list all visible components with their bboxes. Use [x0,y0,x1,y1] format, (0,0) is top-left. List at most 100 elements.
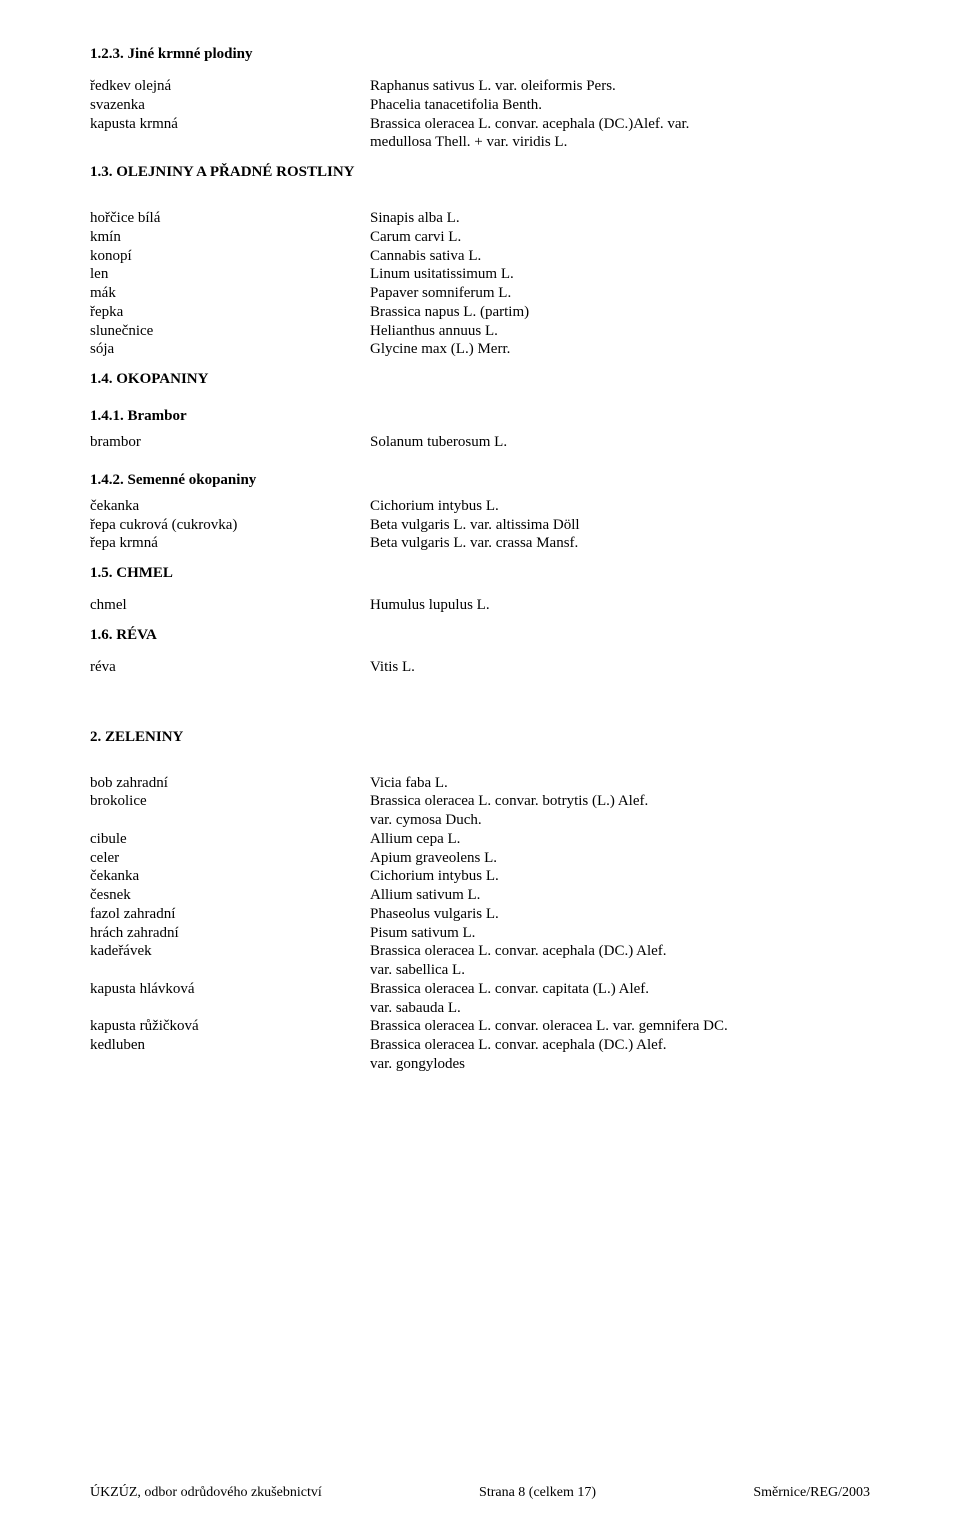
footer-center: Strana 8 (celkem 17) [479,1485,596,1501]
cell-right: Beta vulgaris L. var. altissima Döll [370,516,870,535]
cell-right: Vicia faba L. [370,774,870,793]
table-row: kapusta hlávkováBrassica oleracea L. con… [90,980,870,999]
cell-left: řepka [90,303,370,322]
heading-2: 2. ZELENINY [90,729,870,746]
cell-right: Glycine max (L.) Merr. [370,340,870,359]
cell-right: Cannabis sativa L. [370,247,870,266]
heading-1-4-1: 1.4.1. Brambor [90,408,870,425]
group-1-4-1: bramborSolanum tuberosum L. [90,433,870,452]
cell-left: celer [90,849,370,868]
group-1-2-3: ředkev olejnáRaphanus sativus L. var. ol… [90,77,870,152]
cell-left: kapusta hlávková [90,980,370,999]
cell-left: mák [90,284,370,303]
table-row: lenLinum usitatissimum L. [90,265,870,284]
cell-right: Allium cepa L. [370,830,870,849]
table-row: kadeřávekBrassica oleracea L. convar. ac… [90,942,870,961]
cell-left [90,1055,370,1074]
cell-left: čekanka [90,867,370,886]
table-row: bob zahradníVicia faba L. [90,774,870,793]
cell-right: Cichorium intybus L. [370,867,870,886]
cell-left: sója [90,340,370,359]
cell-right: Brassica oleracea L. convar. acephala (D… [370,942,870,961]
table-row: konopíCannabis sativa L. [90,247,870,266]
cell-right: Cichorium intybus L. [370,497,870,516]
document-page: 1.2.3. Jiné krmné plodiny ředkev olejnáR… [0,0,960,1523]
cell-left: řepa cukrová (cukrovka) [90,516,370,535]
cell-left: ředkev olejná [90,77,370,96]
table-row: cibuleAllium cepa L. [90,830,870,849]
group-1-3: hořčice bíláSinapis alba L. kmínCarum ca… [90,209,870,359]
heading-1-5: 1.5. CHMEL [90,565,870,582]
cell-left: cibule [90,830,370,849]
cell-left: svazenka [90,96,370,115]
footer-left: ÚKZÚZ, odbor odrůdového zkušebnictví [90,1485,322,1501]
table-row: čekankaCichorium intybus L. [90,867,870,886]
table-row: brokoliceBrassica oleracea L. convar. bo… [90,792,870,811]
group-1-6: révaVitis L. [90,658,870,677]
cell-right: Pisum sativum L. [370,924,870,943]
cell-left: česnek [90,886,370,905]
cell-left: kadeřávek [90,942,370,961]
table-row: řepa cukrová (cukrovka)Beta vulgaris L. … [90,516,870,535]
table-row: bramborSolanum tuberosum L. [90,433,870,452]
table-row: kapusta krmnáBrassica oleracea L. convar… [90,115,870,134]
cell-right: Solanum tuberosum L. [370,433,870,452]
cell-right: Helianthus annuus L. [370,322,870,341]
cell-right: Carum carvi L. [370,228,870,247]
footer-right: Směrnice/REG/2003 [753,1485,870,1501]
table-row: chmelHumulus lupulus L. [90,596,870,615]
cell-right: Beta vulgaris L. var. crassa Mansf. [370,534,870,553]
table-row: slunečniceHelianthus annuus L. [90,322,870,341]
table-row: var. gongylodes [90,1055,870,1074]
heading-1-4-2: 1.4.2. Semenné okopaniny [90,472,870,489]
heading-1-4: 1.4. OKOPANINY [90,371,870,388]
table-row: hořčice bíláSinapis alba L. [90,209,870,228]
table-row: fazol zahradníPhaseolus vulgaris L. [90,905,870,924]
cell-right: var. sabellica L. [370,961,870,980]
cell-left [90,133,370,152]
cell-left: hořčice bílá [90,209,370,228]
cell-right: Brassica oleracea L. convar. acephala (D… [370,1036,870,1055]
table-row: révaVitis L. [90,658,870,677]
heading-1-2-3: 1.2.3. Jiné krmné plodiny [90,46,870,63]
cell-left: hrách zahradní [90,924,370,943]
cell-left: kapusta růžičková [90,1017,370,1036]
cell-right: Phaseolus vulgaris L. [370,905,870,924]
cell-left [90,999,370,1018]
table-row: česnekAllium sativum L. [90,886,870,905]
cell-right: Brassica oleracea L. convar. capitata (L… [370,980,870,999]
cell-right: var. sabauda L. [370,999,870,1018]
page-footer: ÚKZÚZ, odbor odrůdového zkušebnictví Str… [90,1485,870,1501]
heading-1-6: 1.6. RÉVA [90,627,870,644]
cell-right: Brassica oleracea L. convar. acephala (D… [370,115,870,134]
table-row: sójaGlycine max (L.) Merr. [90,340,870,359]
table-row: celerApium graveolens L. [90,849,870,868]
cell-left: kedluben [90,1036,370,1055]
cell-left: kapusta krmná [90,115,370,134]
cell-left: brambor [90,433,370,452]
cell-left: réva [90,658,370,677]
table-row: mákPapaver somniferum L. [90,284,870,303]
cell-left: chmel [90,596,370,615]
table-row: hrách zahradníPisum sativum L. [90,924,870,943]
table-row: medullosa Thell. + var. viridis L. [90,133,870,152]
cell-left: fazol zahradní [90,905,370,924]
cell-left [90,811,370,830]
heading-1-3: 1.3. OLEJNINY A PŘADNÉ ROSTLINY [90,164,870,181]
cell-left: čekanka [90,497,370,516]
table-row: kmínCarum carvi L. [90,228,870,247]
cell-left: řepa krmná [90,534,370,553]
table-row: var. sabauda L. [90,999,870,1018]
table-row: řepa krmnáBeta vulgaris L. var. crassa M… [90,534,870,553]
cell-right: medullosa Thell. + var. viridis L. [370,133,870,152]
group-2: bob zahradníVicia faba L. brokoliceBrass… [90,774,870,1074]
group-1-4-2: čekankaCichorium intybus L. řepa cukrová… [90,497,870,553]
table-row: kapusta růžičkováBrassica oleracea L. co… [90,1017,870,1036]
cell-right: Linum usitatissimum L. [370,265,870,284]
cell-right: Allium sativum L. [370,886,870,905]
cell-right: Papaver somniferum L. [370,284,870,303]
cell-right: Brassica oleracea L. convar. botrytis (L… [370,792,870,811]
table-row: řepkaBrassica napus L. (partim) [90,303,870,322]
table-row: var. cymosa Duch. [90,811,870,830]
group-1-5: chmelHumulus lupulus L. [90,596,870,615]
